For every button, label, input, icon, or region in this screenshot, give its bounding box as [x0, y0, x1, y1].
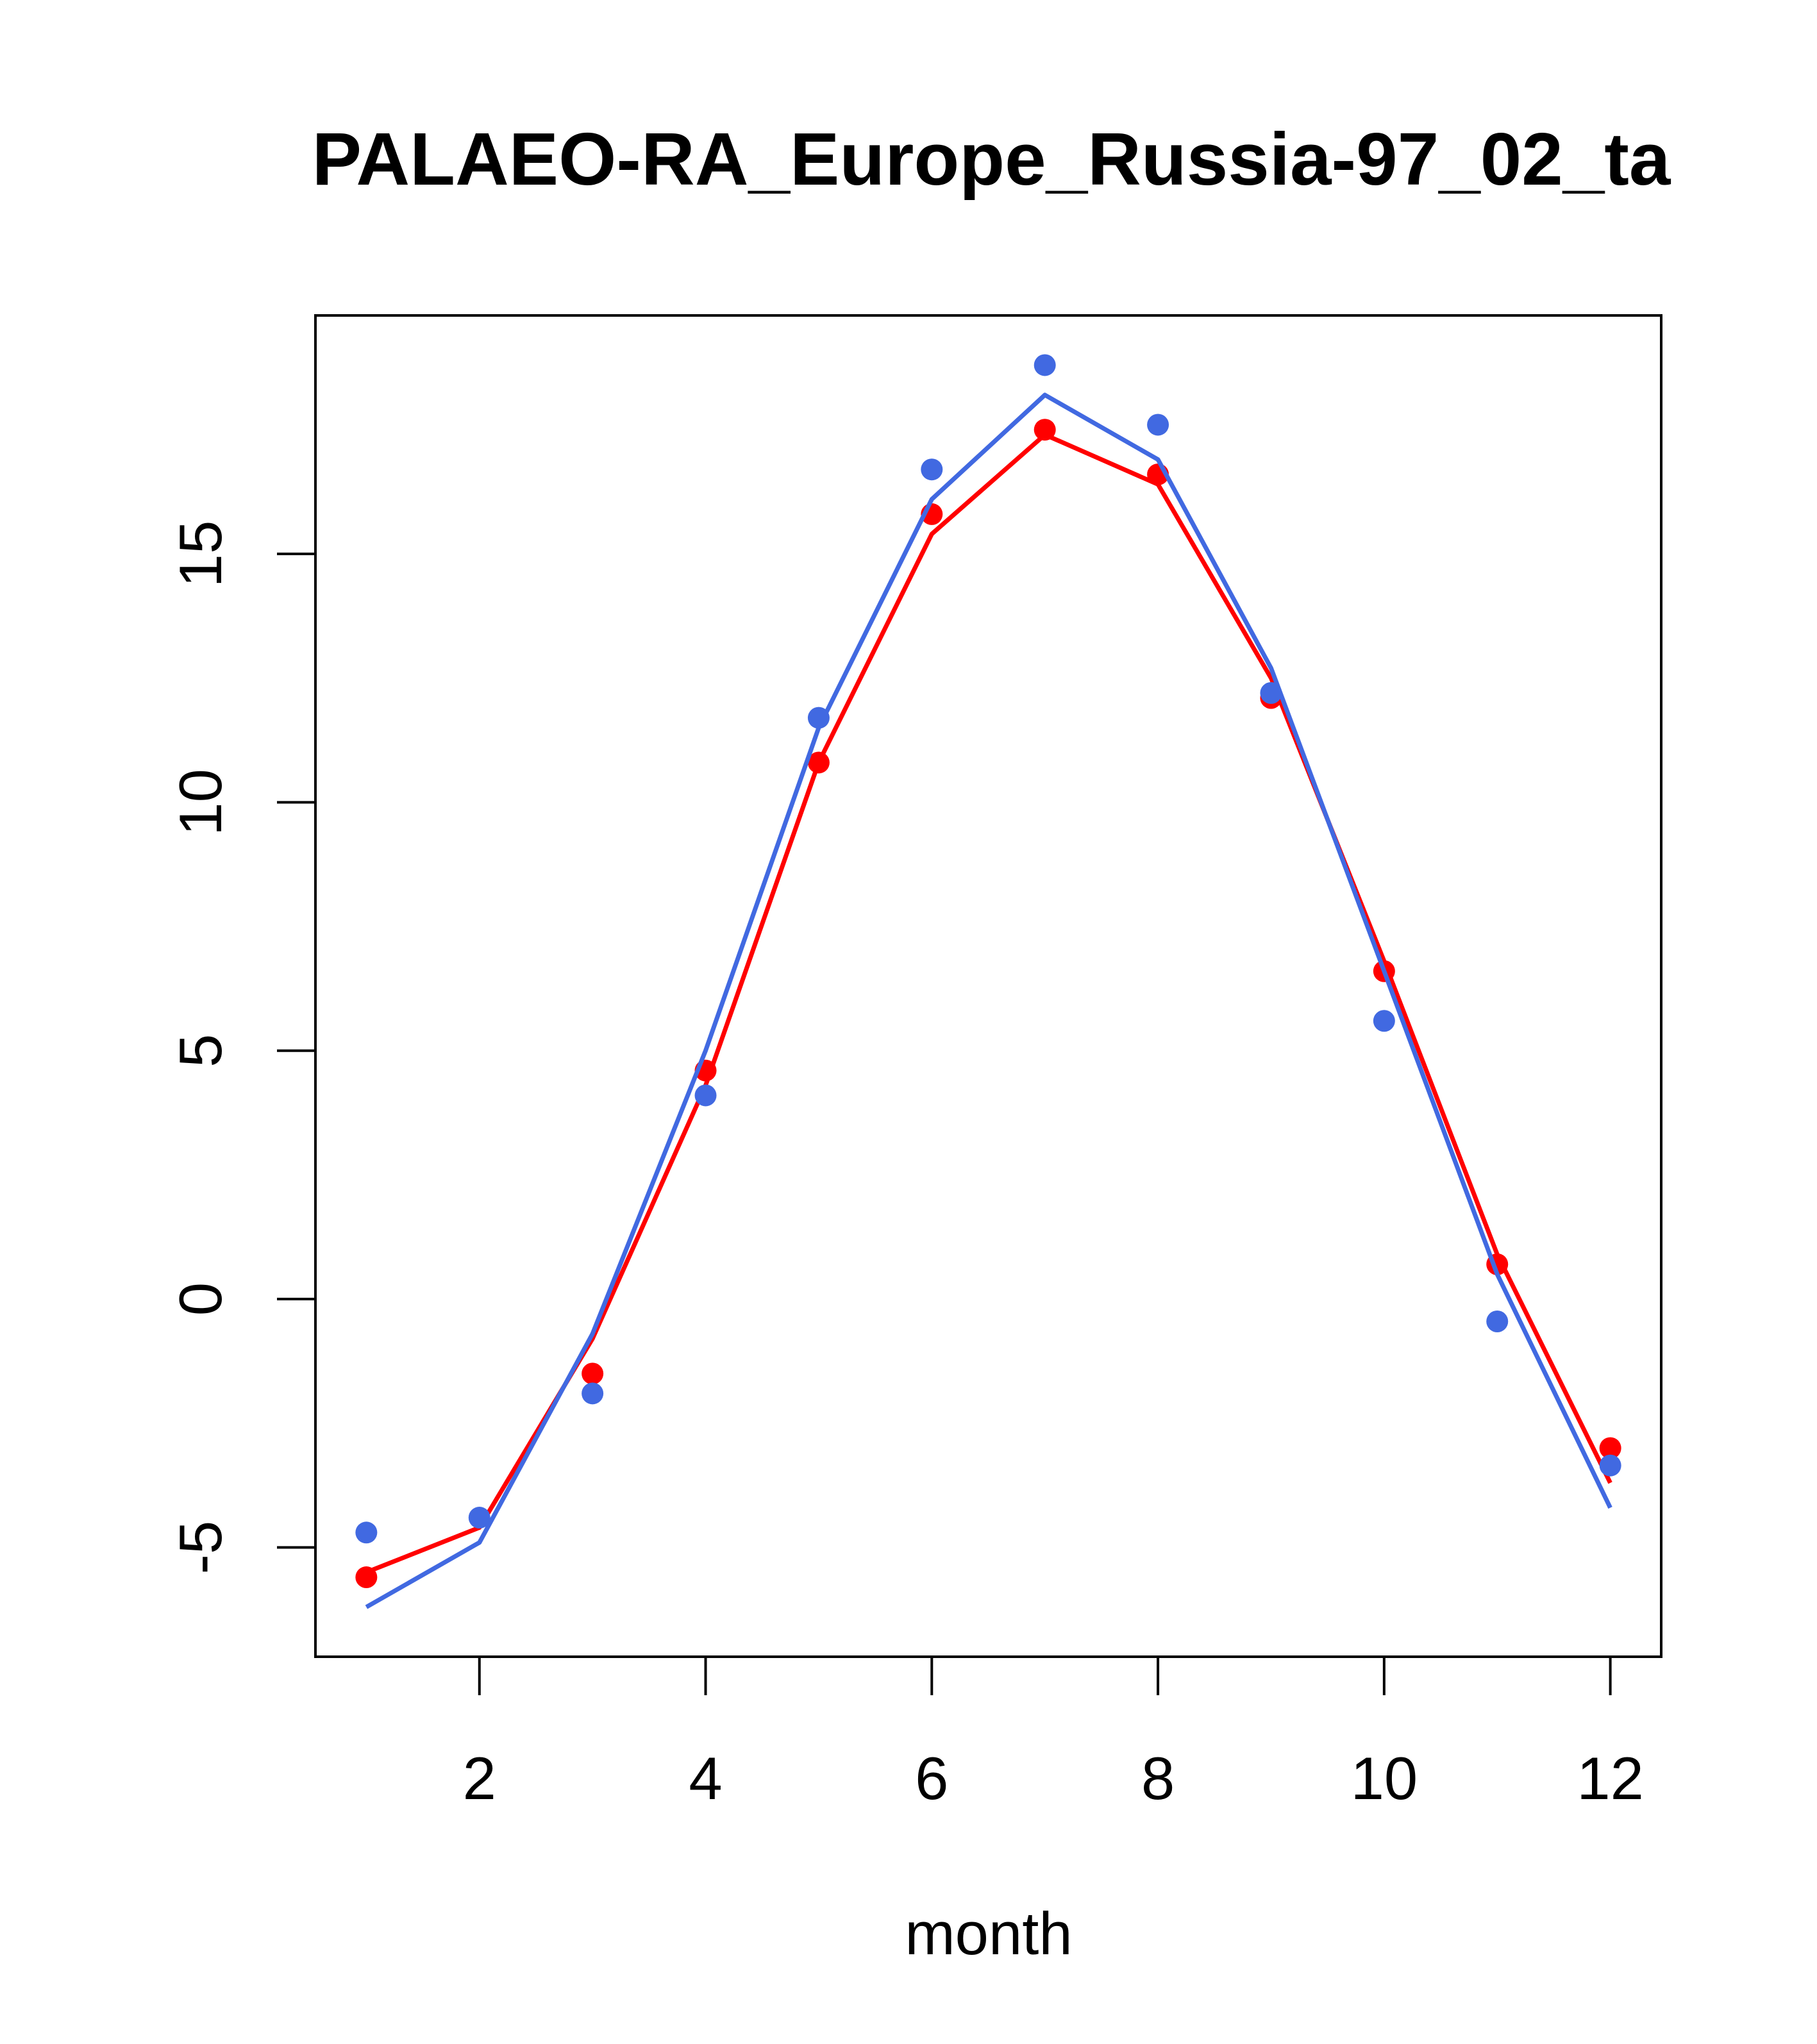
y-tick-label: 15 — [167, 521, 234, 588]
data-point — [1486, 1311, 1509, 1332]
data-point — [1599, 1454, 1621, 1477]
x-axis-label: month — [905, 1900, 1072, 1967]
x-tick-label: 12 — [1577, 1745, 1644, 1812]
data-point — [807, 751, 830, 774]
data-point — [1034, 419, 1056, 441]
y-tick-label: 10 — [167, 769, 234, 836]
data-point — [1034, 354, 1056, 376]
data-point — [355, 1566, 378, 1589]
x-tick-label: 10 — [1351, 1745, 1418, 1812]
series-0 — [355, 419, 1621, 1589]
data-point — [1260, 682, 1282, 704]
plot-frame — [314, 314, 1662, 1658]
data-point — [582, 1382, 604, 1405]
data-point — [355, 1521, 378, 1544]
data-point — [1599, 1437, 1621, 1459]
series-line — [365, 432, 1612, 1575]
series-line — [365, 392, 1612, 1609]
chart-title: PALAEO-RA_Europe_Russia-97_02_ta — [312, 117, 1671, 201]
y-tick-label: 0 — [167, 1282, 234, 1316]
data-point — [468, 1507, 490, 1529]
x-tick-label: 6 — [915, 1745, 948, 1812]
data-point — [921, 458, 943, 481]
series-layer — [355, 354, 1621, 1609]
data-point — [694, 1084, 717, 1107]
x-tick-label: 2 — [463, 1745, 496, 1812]
data-point — [1147, 414, 1169, 436]
data-point — [1373, 1010, 1395, 1032]
y-tick-label: -5 — [167, 1521, 234, 1575]
x-axis: 2 4 6 8 10 12 — [463, 1655, 1644, 1812]
x-tick-label: 8 — [1141, 1745, 1175, 1812]
x-tick-label: 4 — [689, 1745, 722, 1812]
data-point — [582, 1362, 604, 1385]
series-1 — [355, 354, 1621, 1609]
y-axis: -5 0 5 10 15 — [167, 521, 317, 1575]
data-point — [807, 707, 830, 729]
y-tick-label: 5 — [167, 1034, 234, 1068]
